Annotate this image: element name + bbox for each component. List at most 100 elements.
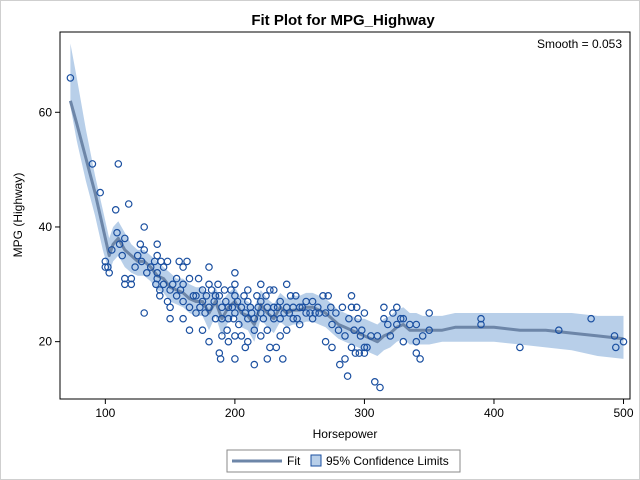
scatter-point [587,314,595,323]
scatter-point [412,337,421,346]
scatter-point [231,309,239,317]
scatter-point [96,188,105,197]
scatter-point [244,286,252,294]
scatter-point [133,251,142,260]
scatter-point [324,291,333,300]
scatter-point [295,303,304,312]
scatter-point [207,286,216,294]
scatter-point [259,314,268,323]
scatter-point [291,291,300,300]
scatter-point [179,297,187,306]
scatter-point [370,377,379,386]
scatter-point [179,314,187,323]
scatter-point [334,326,343,335]
scatter-point [159,280,168,289]
scatter-point [121,234,129,243]
scatter-point [263,326,272,335]
scatter-point [198,326,207,335]
scatter-point [179,263,187,271]
scatter-point [172,274,181,283]
scatter-point [357,326,366,335]
scatter-point [269,286,278,294]
scatter-point [425,309,434,317]
scatter-point [127,280,136,289]
scatter-point [224,337,233,346]
scatter-point [396,314,405,323]
scatter-point [159,263,168,271]
scatter-point [105,268,114,277]
scatter-point [185,274,194,283]
scatter-point [216,355,225,363]
x-tick-label: 400 [484,406,504,420]
scatter-point [256,332,265,340]
scatter-point [231,268,239,277]
y-axis-label: MPG (Highway) [11,173,25,258]
x-tick-label: 300 [354,406,374,420]
scatter-point [611,343,620,352]
scatter-point [224,314,233,323]
scatter-point [227,286,235,294]
scatter-point [298,303,307,312]
scatter-point [351,349,360,357]
scatter-point [218,332,226,340]
scatter-point [412,349,421,357]
scatter-point [88,160,97,168]
scatter-point [175,257,184,266]
scatter-point [66,74,75,82]
scatter-point [237,332,246,340]
scatter-point [111,206,120,214]
scatter-point [192,291,200,300]
scatter-point [114,160,123,168]
x-axis: 100 200 300 400 500 [95,399,634,420]
scatter-point [224,303,233,312]
scatter-point [183,257,191,266]
scatter-point [516,343,524,352]
scatter-point [308,297,317,306]
scatter-point [282,326,291,335]
scatter-point [205,263,213,271]
scatter-point [202,291,211,300]
scatter-point [266,286,274,294]
scatter-point [153,240,162,249]
scatter-point [140,246,149,254]
scatter-point [619,337,628,346]
scatter-point [276,332,285,340]
scatter-point [392,320,401,329]
scatter-point [399,314,408,323]
scatter-point [140,223,149,231]
chart-title: Fit Plot for MPG_Highway [251,12,435,29]
scatter-point [143,268,151,277]
scatter-point [131,263,139,271]
scatter-point [146,263,155,271]
scatter-point [610,332,619,340]
scatter-point [166,303,174,312]
scatter-point [198,297,207,306]
scatter-point [137,257,146,266]
scatter-point [256,297,265,306]
scatter-point [250,360,259,369]
legend: Fit 95% Confidence Limits [226,449,461,473]
scatter-point [278,355,287,363]
scatter-point [124,200,133,208]
scatter-point [118,251,127,260]
scatter-point [302,309,310,317]
scatter-point [399,337,408,346]
scatter-point [412,320,421,329]
scatter-point [233,297,242,306]
scatter-point [380,314,388,323]
scatter-point [341,332,349,340]
scatter-point [392,303,401,312]
scatter-point [386,332,395,340]
scatter-point [153,274,162,283]
scatter-point [263,355,272,363]
scatter-point [194,274,203,283]
scatter-point [253,291,261,300]
scatter-point [355,349,364,357]
scatter-point [360,343,369,352]
scatter-point [425,326,434,335]
scatter-point [338,303,347,312]
scatter-point [185,326,194,335]
scatter-point [262,291,270,300]
scatter-point [179,280,187,289]
scatter-point [282,280,291,289]
